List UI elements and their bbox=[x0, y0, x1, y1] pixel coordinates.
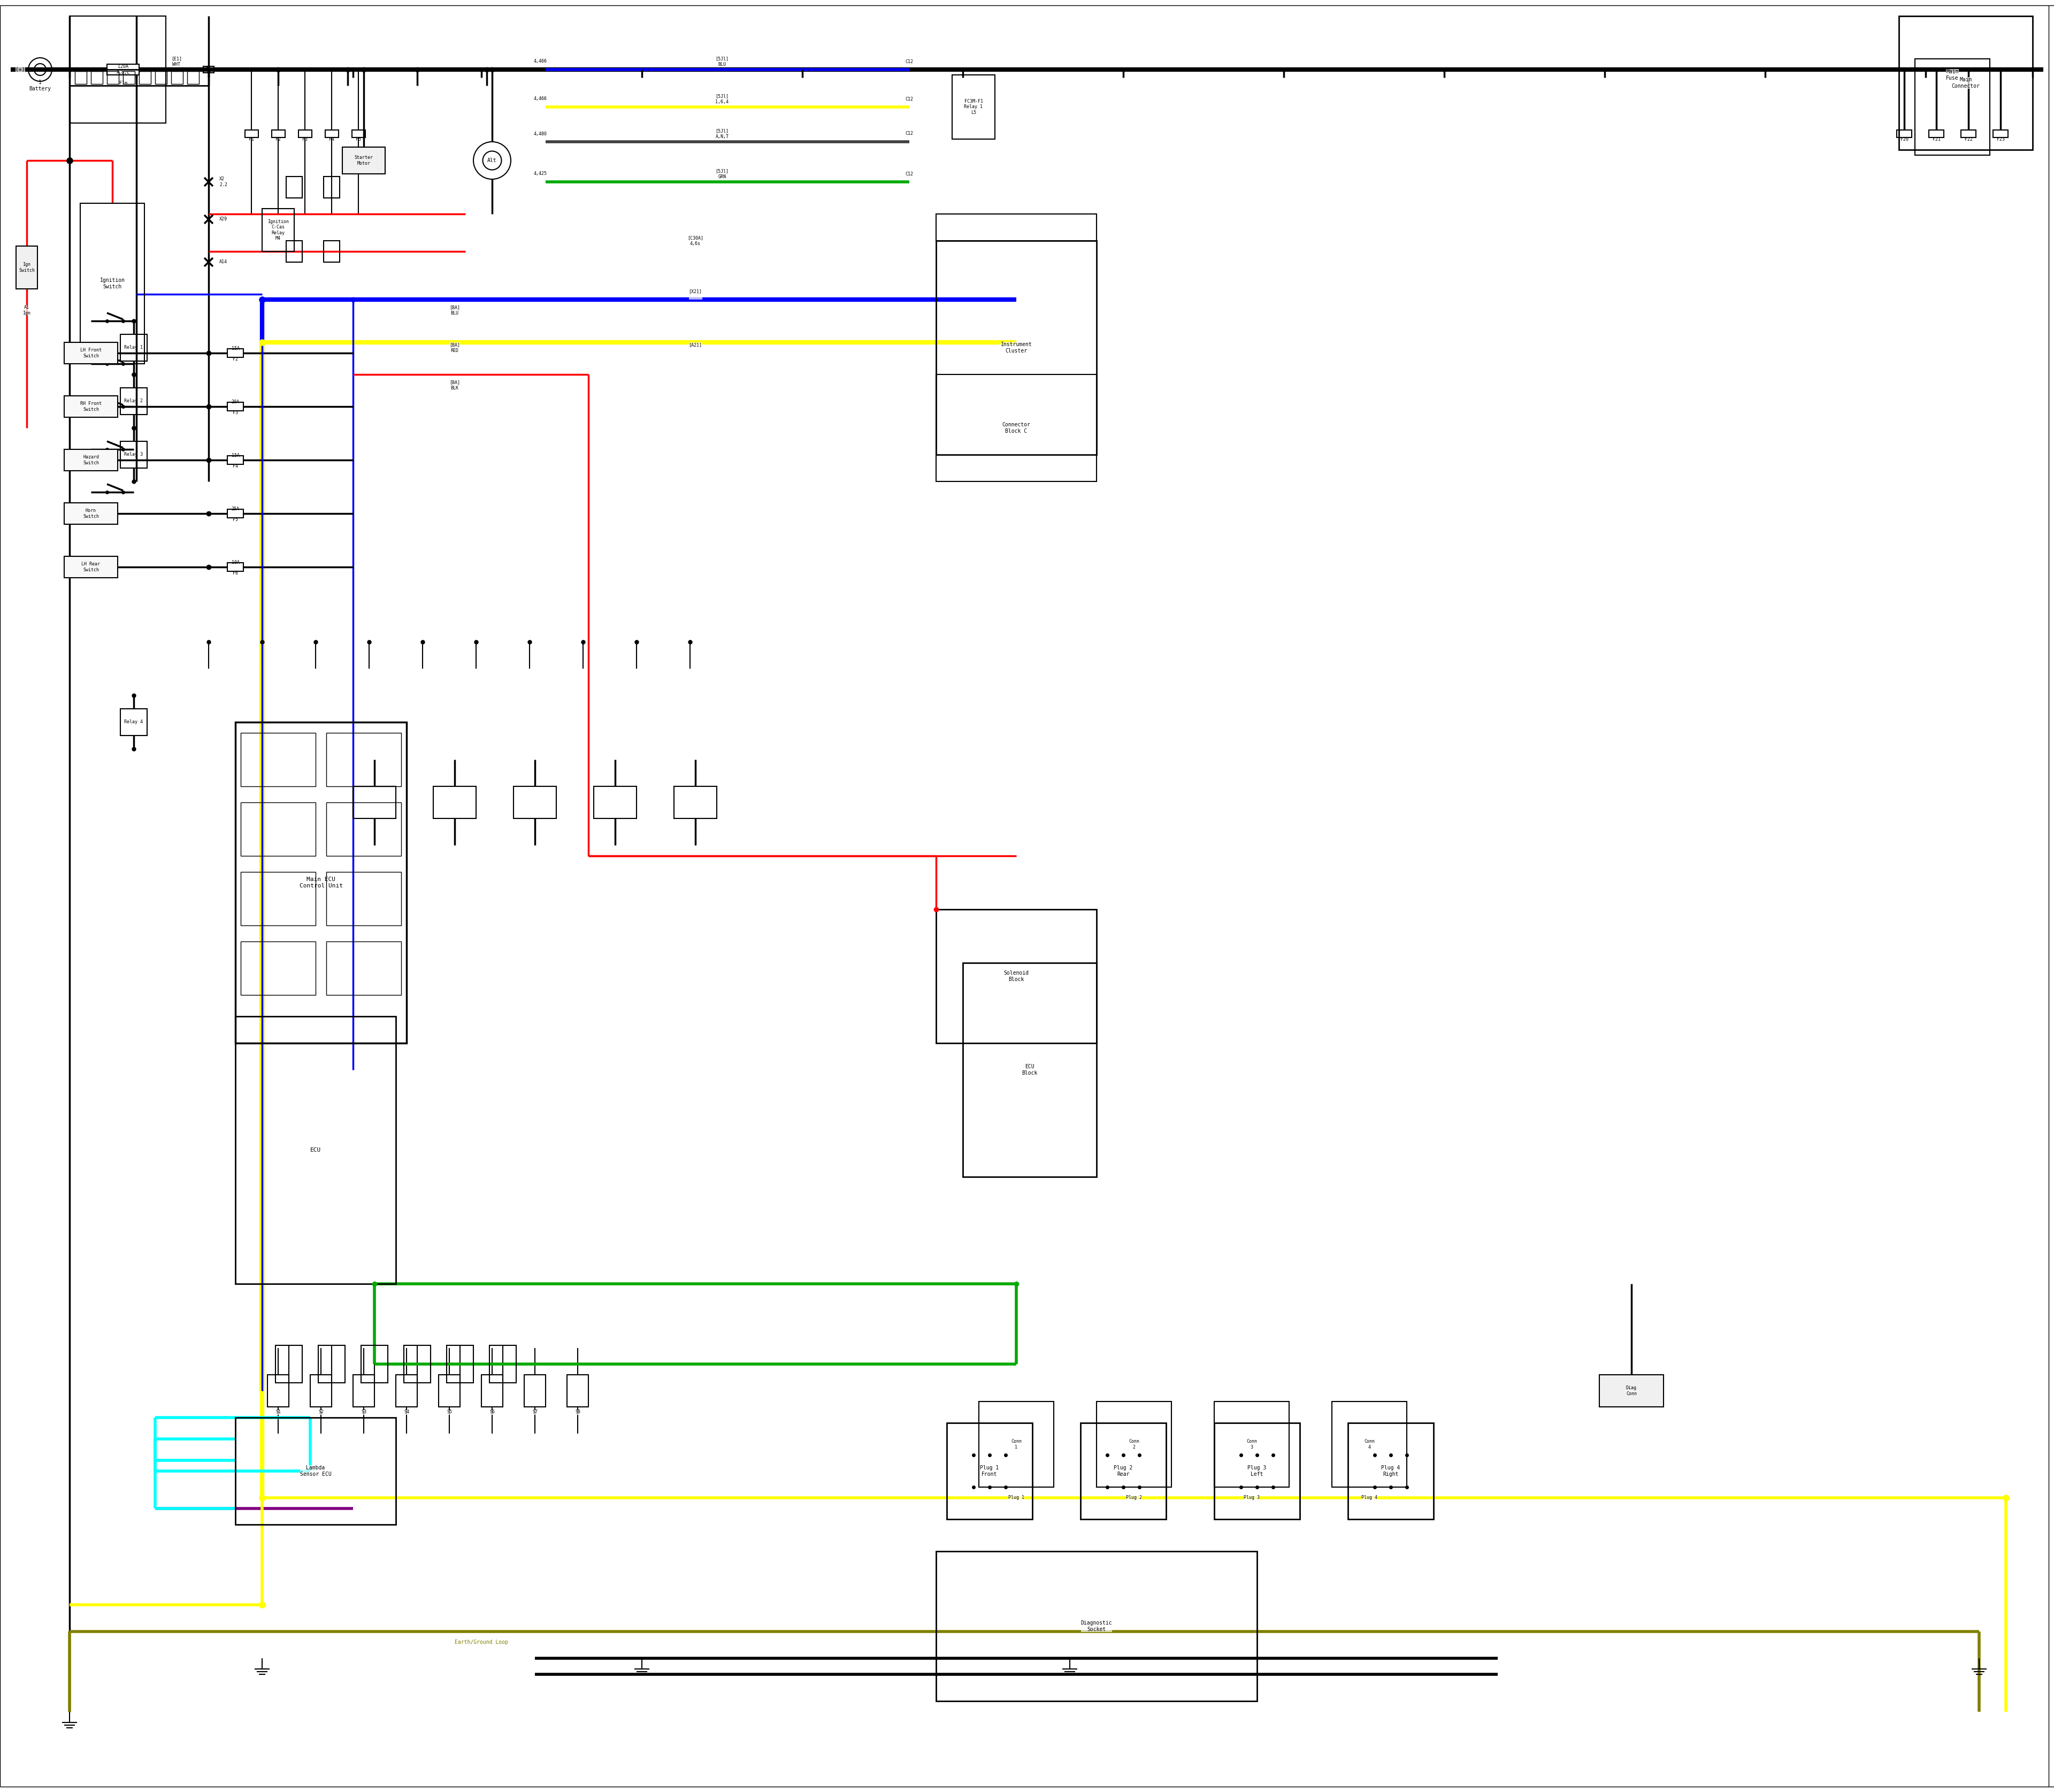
Bar bbox=[140, 72, 150, 84]
Bar bbox=[440, 1374, 460, 1407]
Text: F3: F3 bbox=[232, 410, 238, 416]
Text: [E1]
WHT: [E1] WHT bbox=[170, 56, 183, 66]
Bar bbox=[937, 909, 1097, 1043]
Text: C12: C12 bbox=[906, 172, 914, 176]
Bar bbox=[70, 70, 210, 86]
Bar bbox=[937, 213, 1097, 240]
Text: 20A: 20A bbox=[232, 400, 240, 405]
Text: S7: S7 bbox=[532, 1410, 538, 1414]
Text: Plug 2
Rear: Plug 2 Rear bbox=[1113, 1466, 1132, 1477]
Text: X2
2.2: X2 2.2 bbox=[220, 177, 228, 186]
Bar bbox=[325, 131, 339, 138]
Bar bbox=[121, 387, 148, 414]
Bar bbox=[121, 710, 148, 735]
Text: Conn
2: Conn 2 bbox=[1128, 1439, 1140, 1450]
Bar bbox=[318, 1346, 345, 1383]
Text: Plug 3: Plug 3 bbox=[1243, 1495, 1259, 1500]
Text: C12: C12 bbox=[906, 131, 914, 136]
Text: [C30A]
4,6s: [C30A] 4,6s bbox=[688, 235, 702, 246]
Bar bbox=[327, 873, 401, 925]
Bar bbox=[446, 1346, 472, 1383]
Bar bbox=[236, 722, 407, 1043]
Text: Conn
3: Conn 3 bbox=[1247, 1439, 1257, 1450]
Text: FC3M-F1
Relay 1
L5: FC3M-F1 Relay 1 L5 bbox=[963, 99, 984, 115]
Bar bbox=[362, 1346, 388, 1383]
Bar bbox=[396, 1374, 417, 1407]
Text: S3: S3 bbox=[362, 1410, 366, 1414]
Bar bbox=[1214, 1423, 1300, 1520]
Bar bbox=[1331, 1401, 1407, 1487]
Text: Connector
Block C: Connector Block C bbox=[1002, 423, 1031, 434]
Text: [BA]
BLU: [BA] BLU bbox=[450, 305, 460, 315]
Text: F1m: F1m bbox=[119, 81, 127, 86]
Text: C12: C12 bbox=[906, 59, 914, 65]
Text: Main ECU
Control Unit: Main ECU Control Unit bbox=[300, 876, 343, 889]
Text: Ignition
Switch: Ignition Switch bbox=[101, 278, 125, 289]
Bar bbox=[325, 177, 339, 197]
Text: Solenoid
Block: Solenoid Block bbox=[1004, 971, 1029, 982]
Text: F21: F21 bbox=[1933, 136, 1941, 142]
Bar bbox=[405, 1346, 431, 1383]
Bar bbox=[298, 131, 312, 138]
Text: 25A: 25A bbox=[232, 507, 240, 511]
Text: Plug 1: Plug 1 bbox=[1009, 1495, 1025, 1500]
Text: Lambda
Sensor ECU: Lambda Sensor ECU bbox=[300, 1466, 331, 1477]
Text: S2: S2 bbox=[318, 1410, 325, 1414]
Text: RH Front
Switch: RH Front Switch bbox=[80, 401, 101, 412]
Bar bbox=[433, 787, 477, 819]
Text: Hazard
Switch: Hazard Switch bbox=[82, 455, 99, 466]
Text: Instrument
Cluster: Instrument Cluster bbox=[1000, 342, 1031, 353]
Text: [5Jl]
GRN: [5Jl] GRN bbox=[715, 168, 729, 179]
Bar bbox=[963, 962, 1097, 1177]
Bar bbox=[327, 941, 401, 995]
Bar bbox=[1600, 1374, 1664, 1407]
Text: F2: F2 bbox=[232, 357, 238, 362]
Bar bbox=[121, 335, 148, 360]
Text: F22: F22 bbox=[1964, 136, 1972, 142]
Text: F6: F6 bbox=[232, 572, 238, 575]
Text: [5Jl]
BLU: [5Jl] BLU bbox=[715, 56, 729, 66]
Bar bbox=[64, 342, 117, 364]
Text: 4,425: 4,425 bbox=[534, 172, 546, 176]
Bar bbox=[187, 72, 199, 84]
Bar bbox=[275, 1346, 302, 1383]
Text: [A21]: [A21] bbox=[688, 342, 702, 353]
Text: T1
1: T1 1 bbox=[205, 66, 212, 77]
Bar bbox=[980, 1401, 1054, 1487]
Text: ECU: ECU bbox=[310, 1147, 320, 1152]
Text: Plug 4: Plug 4 bbox=[1362, 1495, 1378, 1500]
Text: S4: S4 bbox=[405, 1410, 409, 1414]
Bar bbox=[1214, 1401, 1290, 1487]
Bar bbox=[937, 375, 1097, 482]
Bar bbox=[937, 240, 1097, 455]
Text: A1
Ign: A1 Ign bbox=[23, 305, 31, 315]
Text: Conn
1: Conn 1 bbox=[1011, 1439, 1021, 1450]
Text: F5: F5 bbox=[355, 136, 362, 142]
Text: [X21]: [X21] bbox=[688, 289, 702, 299]
Bar bbox=[64, 556, 117, 577]
Text: 15A: 15A bbox=[232, 453, 240, 459]
Text: Starter
Motor: Starter Motor bbox=[355, 156, 374, 165]
Bar bbox=[286, 177, 302, 197]
Text: Alt: Alt bbox=[487, 158, 497, 163]
Bar bbox=[594, 787, 637, 819]
Bar bbox=[514, 787, 557, 819]
Text: F20: F20 bbox=[1900, 136, 1908, 142]
Bar bbox=[353, 787, 396, 819]
Bar bbox=[64, 396, 117, 418]
Bar bbox=[1097, 1401, 1171, 1487]
Bar bbox=[228, 563, 242, 572]
Bar bbox=[271, 131, 286, 138]
Bar bbox=[228, 349, 242, 357]
Text: F2: F2 bbox=[275, 136, 281, 142]
Text: Ignition
C-Cas
Relay
M4: Ignition C-Cas Relay M4 bbox=[267, 219, 290, 240]
Text: F4: F4 bbox=[329, 136, 335, 142]
Text: 4,480: 4,480 bbox=[534, 131, 546, 136]
Bar bbox=[228, 509, 242, 518]
Bar bbox=[64, 504, 117, 525]
Bar bbox=[240, 803, 316, 857]
Text: [5Jl]
1,6,4: [5Jl] 1,6,4 bbox=[715, 93, 729, 104]
Bar bbox=[107, 72, 119, 84]
Bar bbox=[156, 72, 166, 84]
Bar bbox=[351, 131, 366, 138]
